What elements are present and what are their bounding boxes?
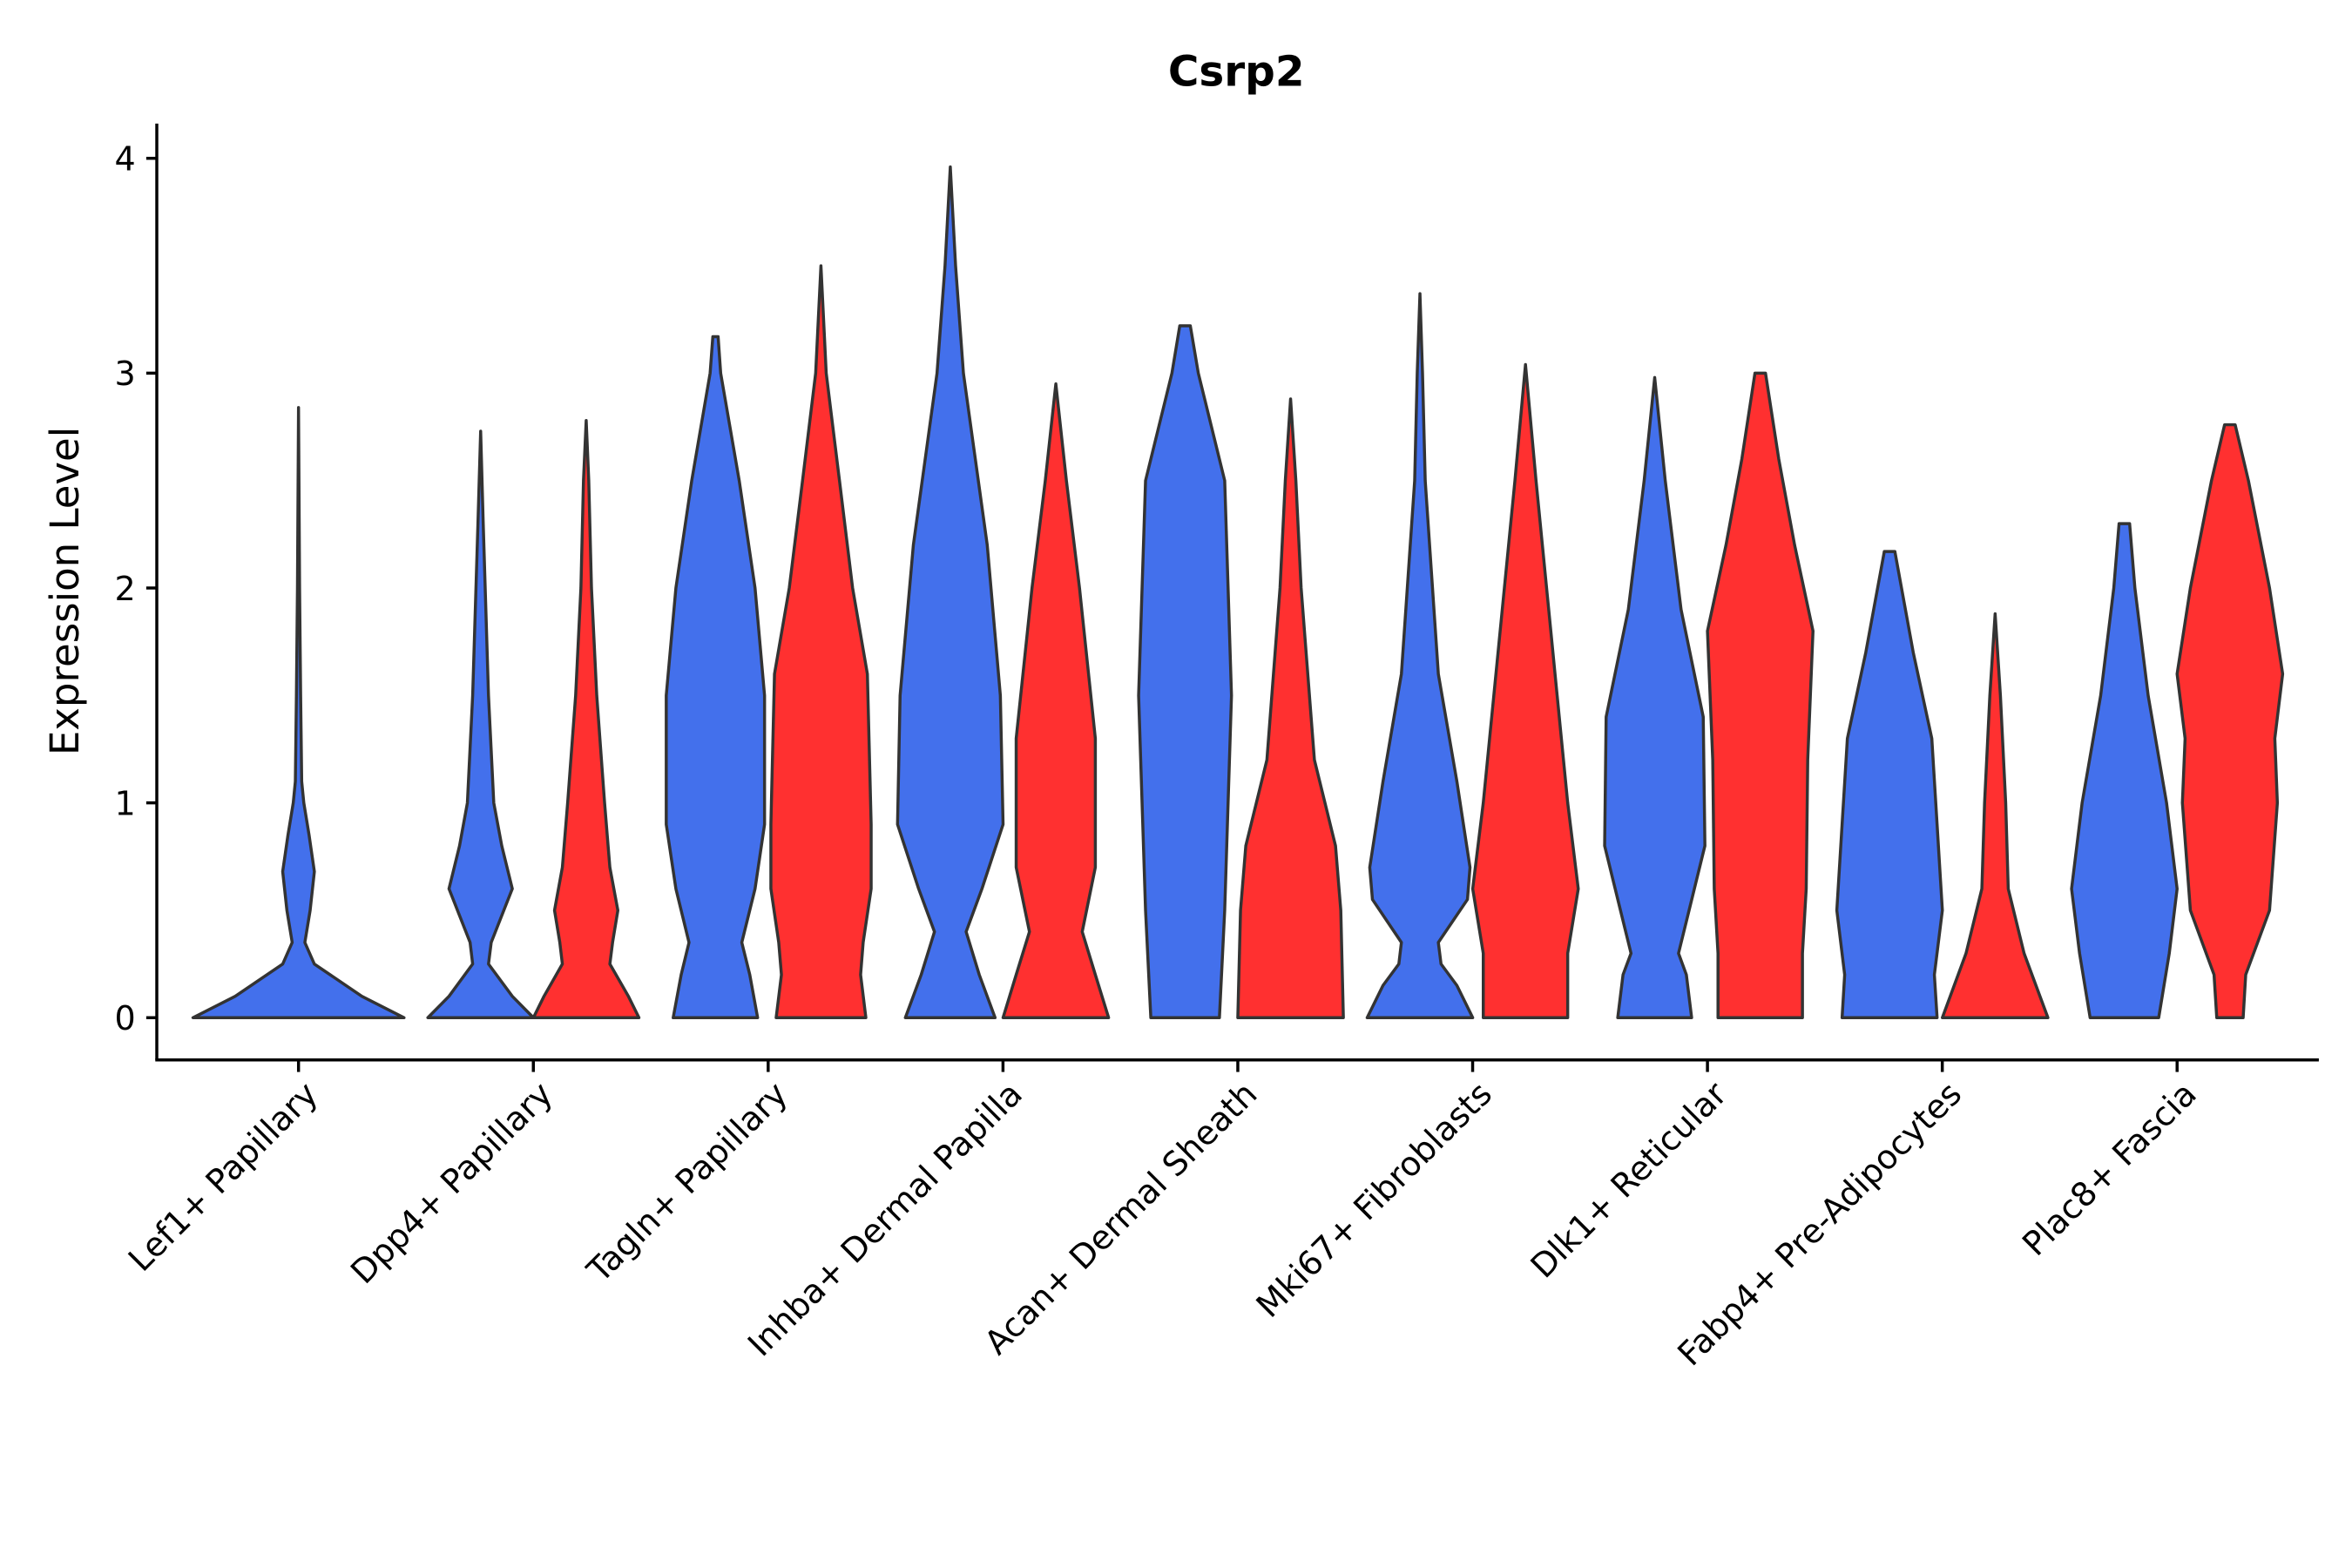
violin-blue-3	[896, 165, 1005, 1019]
y-ticks: 0 1 2 3 4	[115, 140, 157, 1037]
y-tick-label: 0	[115, 999, 136, 1037]
x-tick-label: Plac8+ Fascia	[2015, 1075, 2204, 1264]
x-ticks: Lef1+ Papillary Dpp4+ Papillary Tagln+ Pap…	[121, 1059, 2204, 1373]
violin-red-2	[769, 264, 873, 1019]
violin-blue-6	[1603, 375, 1707, 1019]
axes	[155, 123, 2319, 1062]
y-tick-label: 1	[115, 784, 136, 822]
x-tick-label: Lef1+ Papillary	[121, 1075, 325, 1279]
y-tick-label: 2	[115, 570, 136, 608]
violin-red-4	[1236, 397, 1345, 1019]
x-tick-label: Inhba+ Dermal Papilla	[740, 1075, 1030, 1364]
x-tick-label: Mki67+ Fibroblasts	[1249, 1075, 1499, 1325]
x-tick-label: Dlk1+ Reticular	[1524, 1074, 1734, 1285]
violin-blue-5	[1365, 292, 1475, 1019]
violin-red-3	[1001, 382, 1111, 1019]
violin-blue-4	[1137, 324, 1233, 1019]
x-tick-label: Tagln+ Papillary	[579, 1075, 795, 1291]
violins-layer	[191, 165, 2285, 1019]
violin-blue-0	[191, 406, 406, 1019]
violin-blue-7	[1835, 550, 1944, 1019]
y-axis-label: Expression Level	[42, 427, 88, 755]
violin-blue-8	[2070, 522, 2179, 1019]
violin-red-1	[531, 418, 641, 1019]
violin-red-7	[1941, 612, 2050, 1019]
violin-red-5	[1470, 362, 1580, 1019]
y-tick-label: 4	[115, 140, 136, 179]
violin-blue-1	[426, 429, 536, 1019]
chart-title: Csrp2	[1168, 48, 1305, 97]
violin-red-6	[1706, 371, 1815, 1019]
x-tick-label: Dpp4+ Papillary	[343, 1075, 560, 1292]
violin-red-8	[2175, 422, 2285, 1019]
y-tick-label: 3	[115, 355, 136, 393]
x-tick-label: Acan+ Dermal Sheath	[977, 1075, 1265, 1362]
violin-blue-2	[665, 335, 767, 1019]
